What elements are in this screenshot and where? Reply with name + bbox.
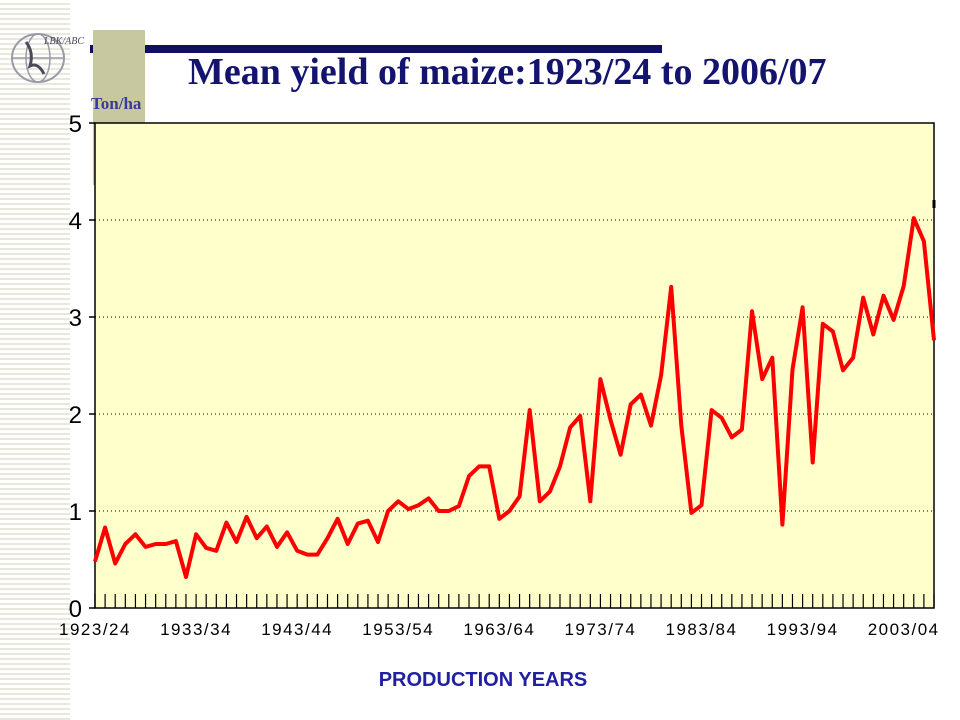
globe-logo-icon: LBK/ABC <box>11 33 84 83</box>
x-tick-label: 1933/34 <box>160 620 232 639</box>
x-tick-label: 1963/64 <box>463 620 535 639</box>
x-tick-label: 1993/94 <box>767 620 839 639</box>
x-tick-label: 2003/04 <box>868 620 940 639</box>
x-axis-label: PRODUCTION YEARS <box>379 669 588 691</box>
series-line-yield <box>93 216 936 579</box>
x-tick-label: 1953/54 <box>362 620 434 639</box>
y-tick-label: 2 <box>69 402 82 429</box>
x-tick-label: 1983/84 <box>666 620 738 639</box>
y-tick-label: 4 <box>69 208 82 235</box>
logo-text: LBK/ABC <box>43 36 84 47</box>
x-tick-label: 1923/24 <box>59 620 131 639</box>
x-tick-label: 1943/44 <box>261 620 333 639</box>
y-tick-label: 1 <box>69 499 82 526</box>
y-axis-label: Ton/ha <box>91 94 142 113</box>
title-underline-bar <box>90 45 662 53</box>
y-tick-label: 3 <box>69 305 82 332</box>
y-tick-label: 5 <box>69 111 82 138</box>
y-tick-label: 0 <box>69 596 82 623</box>
decorative-stripes <box>0 0 70 720</box>
x-tick-label: 1973/74 <box>564 620 636 639</box>
chart-title: Mean yield of maize:1923/24 to 2006/07 <box>188 51 827 93</box>
